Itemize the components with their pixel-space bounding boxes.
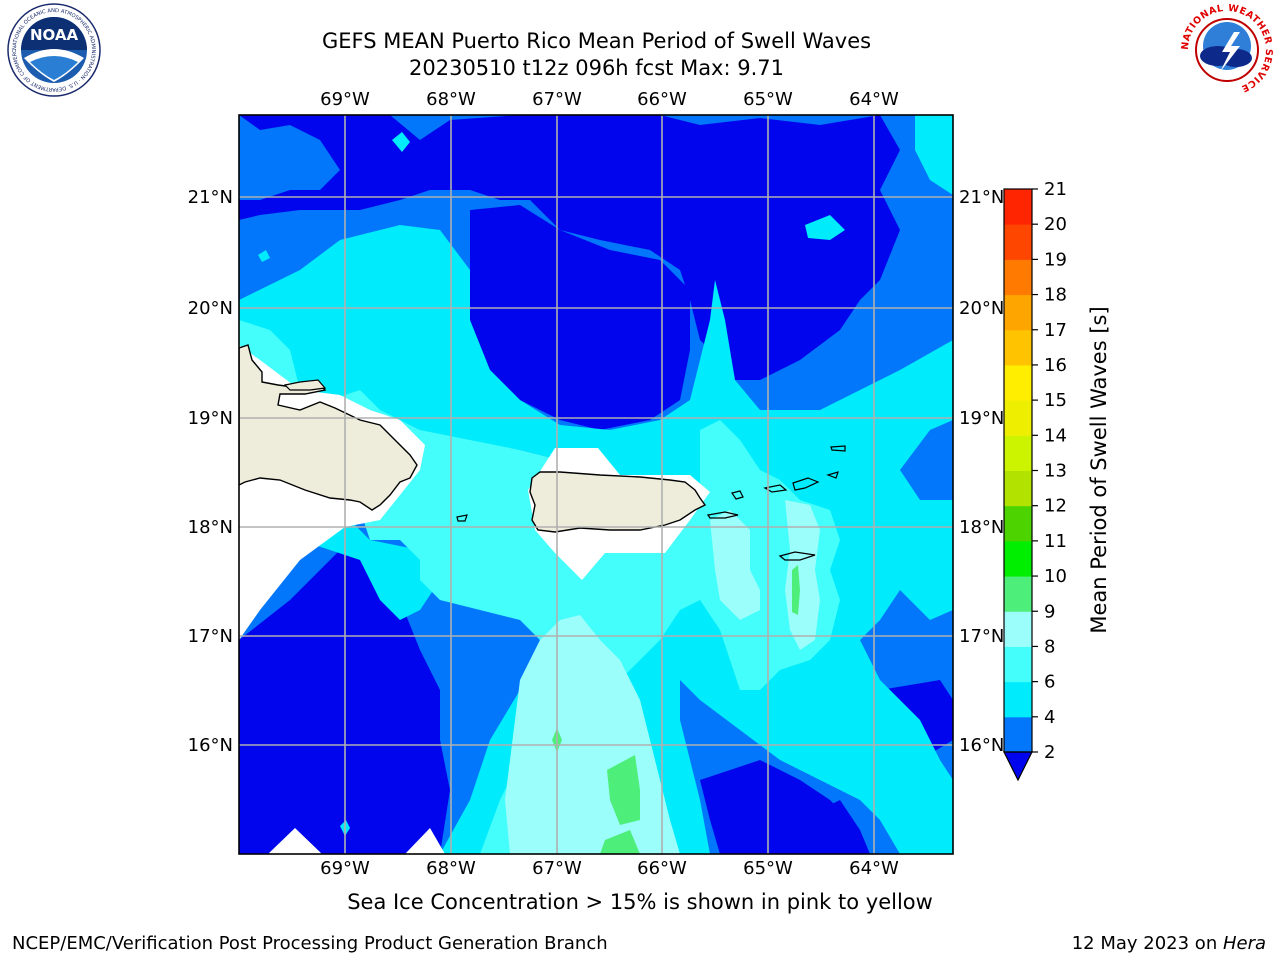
- lat-labels-left: 21°N 20°N 19°N 18°N 17°N 16°N: [188, 187, 233, 756]
- lat-label: 20°N: [188, 298, 233, 319]
- lat-label: 16°N: [188, 735, 233, 756]
- graticule: [239, 115, 953, 854]
- lat-label: 19°N: [188, 408, 233, 429]
- colorbar-tick-label: 14: [1044, 425, 1067, 446]
- colorbar-tick-label: 16: [1044, 355, 1067, 376]
- footer-date: 12 May 2023 on Hera: [1072, 933, 1266, 954]
- noaa-logo-icon: NOAA NATIONAL OCEANIC AND ATMOSPHERIC AD…: [4, 2, 101, 97]
- colorbar-label: Mean Period of Swell Waves [s]: [1087, 306, 1111, 633]
- colorbar-tick-label: 19: [1044, 249, 1067, 270]
- colorbar-tick-label: 4: [1044, 707, 1055, 728]
- lon-label: 65°W: [743, 858, 793, 879]
- colorbar-tick-label: 8: [1044, 636, 1055, 657]
- lon-label: 65°W: [743, 89, 793, 110]
- lon-labels-top: 69°W 68°W 67°W 66°W 65°W 64°W: [320, 89, 899, 110]
- colorbar-segment: [1004, 611, 1032, 647]
- colorbar-segment: [1004, 224, 1032, 260]
- lon-label: 69°W: [320, 858, 370, 879]
- colorbar-tick-label: 9: [1044, 601, 1055, 622]
- colorbar-tick-label: 11: [1044, 531, 1067, 552]
- lat-label: 17°N: [959, 626, 1004, 647]
- colorbar-segment: [1004, 400, 1032, 436]
- colorbar-segment: [1004, 646, 1032, 683]
- colorbar-segment: [1004, 576, 1032, 612]
- lon-label: 66°W: [637, 858, 687, 879]
- colorbar-tick-label: 15: [1044, 390, 1067, 411]
- lon-label: 69°W: [320, 89, 370, 110]
- lon-label: 67°W: [532, 89, 582, 110]
- lon-label: 67°W: [532, 858, 582, 879]
- colorbar-segment: [1004, 681, 1032, 718]
- lat-label: 16°N: [959, 735, 1004, 756]
- colorbar-tick-label: 10: [1044, 566, 1067, 587]
- colorbar-segment: [1004, 505, 1032, 542]
- lon-label: 68°W: [426, 858, 476, 879]
- colorbar-segment: [1004, 189, 1032, 225]
- colorbar-segment: [1004, 435, 1032, 471]
- colorbar-tick-label: 21: [1044, 179, 1067, 200]
- lon-label: 64°W: [849, 89, 899, 110]
- lat-label: 20°N: [959, 298, 1004, 319]
- map-subtitle: 20230510 t12z 096h fcst Max: 9.71: [409, 56, 784, 80]
- colorbar-tick-label: 20: [1044, 214, 1067, 235]
- lat-label: 21°N: [188, 187, 233, 208]
- colorbar-tick-label: 17: [1044, 320, 1067, 341]
- colorbar-segment: [1004, 470, 1032, 507]
- lon-label: 66°W: [637, 89, 687, 110]
- footer-date-text: 12 May 2023 on: [1071, 933, 1223, 954]
- nws-logo-icon: NATIONAL WEATHER SERVICE: [1180, 3, 1274, 96]
- footer-machine: Hera: [1222, 933, 1266, 954]
- colorbar-tick-label: 2: [1044, 742, 1055, 763]
- colorbar-tick-label: 18: [1044, 285, 1067, 306]
- map-title: GEFS MEAN Puerto Rico Mean Period of Swe…: [321, 29, 872, 53]
- noaa-logo-text: NOAA: [30, 26, 79, 44]
- colorbar-segment: [1004, 329, 1032, 366]
- lat-label: 17°N: [188, 626, 233, 647]
- colorbar: 2 4 6 8 9 10 11 12 13 14 15 16 17 18 19 20 21: [1003, 179, 1067, 782]
- sea-ice-caption: Sea Ice Concentration > 15% is shown in …: [347, 890, 933, 914]
- colorbar-segment: [1004, 540, 1032, 577]
- lat-label: 18°N: [959, 517, 1004, 538]
- colorbar-tick-label: 12: [1044, 496, 1067, 517]
- colorbar-extend-arrow: [1003, 751, 1033, 782]
- colorbar-segment: [1004, 294, 1032, 331]
- colorbar-segment: [1004, 716, 1032, 753]
- colorbar-segment: [1004, 259, 1032, 296]
- lon-labels-bottom: 69°W 68°W 67°W 66°W 65°W 64°W: [320, 858, 899, 879]
- lon-label: 64°W: [849, 858, 899, 879]
- colorbar-tick-label: 6: [1044, 672, 1055, 693]
- swell-period-contours: [239, 115, 953, 854]
- map-frame: [238, 114, 954, 855]
- lat-label: 18°N: [188, 517, 233, 538]
- colorbar-tick-label: 13: [1044, 461, 1067, 482]
- lat-labels-right: 21°N 20°N 19°N 18°N 17°N 16°N: [959, 187, 1004, 756]
- footer-credit: NCEP/EMC/Verification Post Processing Pr…: [12, 933, 608, 954]
- lon-label: 68°W: [426, 89, 476, 110]
- lat-label: 19°N: [959, 408, 1004, 429]
- lat-label: 21°N: [959, 187, 1004, 208]
- colorbar-segment: [1004, 364, 1032, 401]
